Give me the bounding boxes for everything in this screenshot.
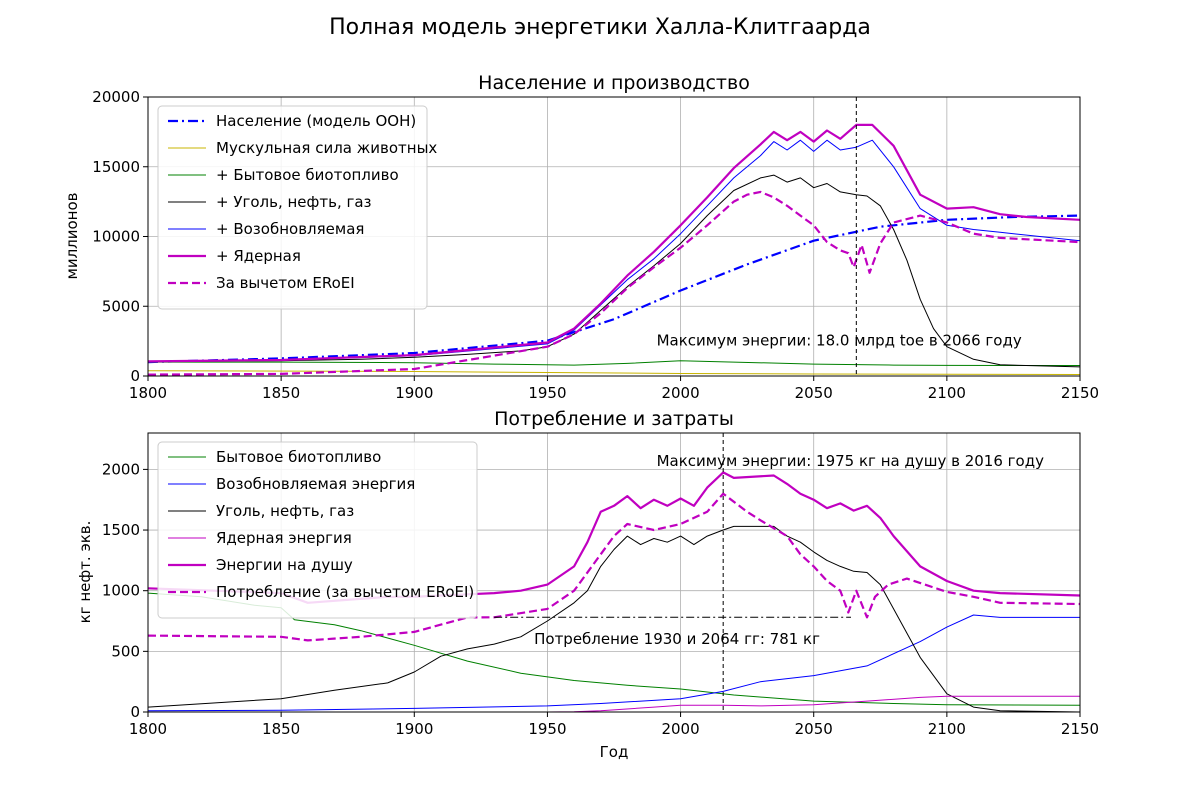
x-tick-label: 2150 [1061,384,1099,402]
y-axis-label: кг нефт. экв. [76,521,94,624]
series-line-5 [147,492,1081,642]
annotation-text-0: Максимум энергии: 1975 кг на душу в 2016… [657,452,1044,470]
legend-label-5: Потребление (за вычетом ERoEI) [216,583,474,601]
series-line-5 [147,123,1081,363]
x-tick-label: 2000 [661,720,699,738]
series-line-2 [147,525,1081,713]
legend-label-4: Энергии на душу [216,556,353,574]
ticks: 1800 1850 1900 1950 2000 2050 2100 2150 0 5000 100… [92,88,1099,402]
legend-label-2: Уголь, нефть, газ [216,502,354,520]
panel-consumption-costs: Потребление и затраты Максимум энергии: … [76,408,1099,761]
legend-label-5: + Ядерная [216,247,301,265]
legend: Население (модель ООН) Мускульная сила жи… [157,105,437,310]
y-tick-label: 0 [130,703,140,721]
annotations: Максимум энергии: 1975 кг на душу в 2016… [494,433,1044,712]
x-tick-label: 2050 [795,384,833,402]
series-line-0 [147,214,1081,364]
plot-frame [147,432,1081,713]
legend-label-0: Население (модель ООН) [216,112,416,130]
y-tick-label: 1500 [102,521,140,539]
legend-label-0: Бытовое биотопливо [216,448,381,466]
legend-label-2: + Бытовое биотопливо [216,166,399,184]
annotation-text-1: Потребление 1930 и 2064 гг: 781 кг [534,630,820,648]
x-tick-label: 2100 [928,720,966,738]
panel-population-production: Население и производство Максимум энерги… [63,72,1099,402]
annotations: Максимум энергии: 18.0 млрд toe в 2066 г… [657,97,1022,376]
x-axis-label: Год [600,743,629,761]
x-tick-label: 1800 [129,384,167,402]
annotation-text-0: Максимум энергии: 18.0 млрд toe в 2066 г… [657,331,1022,349]
panel-title: Население и производство [478,72,750,94]
figure-title: Полная модель энергетики Халла-Клитгаард… [329,15,871,40]
x-tick-label: 1800 [129,720,167,738]
x-tick-label: 2050 [795,720,833,738]
y-tick-label: 15000 [92,158,140,176]
legend: Бытовое биотопливо Возобновляемая энергия… [157,441,478,619]
y-tick-label: 500 [111,642,140,660]
x-tick-label: 1950 [528,384,566,402]
legend-box [157,105,428,310]
y-tick-label: 0 [130,367,140,385]
x-tick-label: 1900 [395,720,433,738]
legend-box [157,441,478,619]
legend-label-6: За вычетом ERoEI [216,274,355,292]
y-tick-label: 2000 [102,460,140,478]
x-tick-label: 2000 [661,384,699,402]
x-tick-label: 1850 [262,720,300,738]
legend-label-3: + Уголь, нефть, газ [216,193,372,211]
series-line-1 [147,370,1081,375]
x-tick-label: 1850 [262,384,300,402]
series-line-6 [147,190,1081,376]
series-layer [147,123,1081,376]
y-axis-label: миллионов [63,193,81,280]
y-tick-label: 10000 [92,228,140,246]
panel-title: Потребление и затраты [494,408,734,430]
ticks: 1800 1850 1900 1950 2000 2050 2100 2150 0 500 1000… [102,460,1099,738]
legend-label-1: Мускульная сила животных [216,139,437,157]
x-tick-label: 1950 [528,720,566,738]
series-line-2 [148,360,1081,366]
y-tick-label: 20000 [92,88,140,106]
y-tick-label: 1000 [102,582,140,600]
y-tick-label: 5000 [102,297,140,315]
x-tick-label: 2150 [1061,720,1099,738]
x-tick-label: 2100 [928,384,966,402]
legend-label-3: Ядерная энергия [216,529,352,547]
series-line-1 [147,614,1080,712]
legend-label-1: Возобновляемая энергия [216,475,415,493]
x-tick-label: 1900 [395,384,433,402]
legend-label-4: + Возобновляемая [216,220,364,238]
